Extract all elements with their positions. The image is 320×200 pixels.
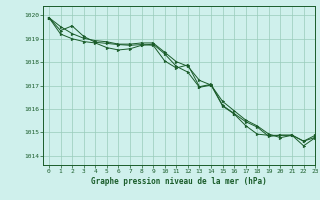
X-axis label: Graphe pression niveau de la mer (hPa): Graphe pression niveau de la mer (hPa) <box>91 177 267 186</box>
